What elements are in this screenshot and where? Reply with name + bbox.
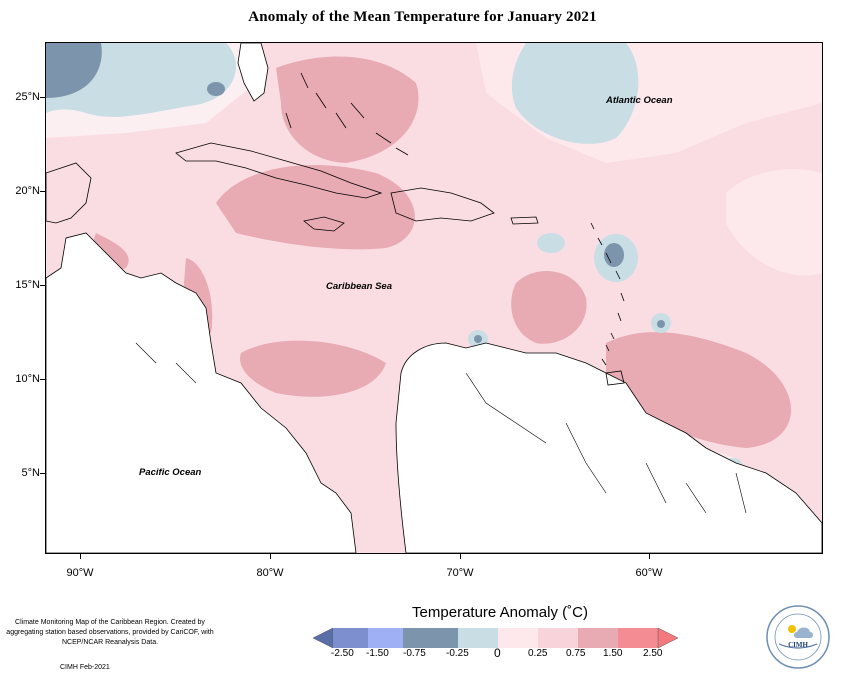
map-frame [45, 42, 823, 554]
lat-label-10n: 10°N [15, 373, 40, 385]
lat-label-25n: 25°N [15, 91, 40, 103]
warm-anomaly-east [606, 332, 791, 448]
cool-patch-aruba-dark [474, 335, 482, 343]
cool-anomaly-gulf-dark [46, 43, 102, 98]
lat-label-15n: 15°N [15, 279, 40, 291]
land-cuba [175, 142, 383, 199]
legend-tick-8: 1.50 [603, 648, 623, 659]
credit-text: Climate Monitoring Map of the Caribbean … [6, 619, 214, 646]
land-yucatan [46, 162, 92, 224]
legend-tick-4: -0.25 [446, 648, 469, 659]
legend-tick-5: 0 [494, 646, 501, 660]
credit-footer: CIMH Feb-2021 [60, 664, 110, 671]
lon-label-70w: 70°W [446, 567, 474, 579]
cool-anomaly-atlantic [511, 43, 639, 144]
land-hispaniola [390, 187, 495, 222]
lon-label-90w: 90°W [66, 567, 94, 579]
land-florida [237, 43, 269, 102]
legend-swatch-1 [333, 628, 368, 648]
land-bahamas [285, 72, 409, 156]
legend-swatch-5 [498, 628, 538, 648]
legend-swatch-8 [618, 628, 658, 648]
legend-tick-1: -2.50 [331, 648, 354, 659]
legend-arrow-low [313, 627, 334, 649]
land-puerto-rico [510, 216, 539, 225]
anomaly-map [46, 43, 822, 553]
legend-tick-9: 2.50 [643, 648, 663, 659]
border-lines [135, 342, 747, 514]
lat-label-20n: 20°N [15, 185, 40, 197]
legend-title: Temperature Anomaly (˚C) [412, 604, 588, 621]
legend-swatch-7 [578, 628, 618, 648]
warm-anomaly-central [511, 271, 587, 344]
lon-label-60w: 60°W [635, 567, 663, 579]
neutral-zone-east [726, 169, 822, 276]
legend-tick-7: 0.75 [566, 648, 586, 659]
legend-tick-2: -1.50 [366, 648, 389, 659]
cool-anomaly-spot [207, 82, 225, 96]
lat-label-5n: 5°N [21, 467, 40, 479]
legend-colorbar [313, 627, 679, 649]
logo-text: CIMH [788, 641, 808, 649]
legend-tick-3: -0.75 [403, 648, 426, 659]
land-central-america [46, 232, 357, 553]
label-pacific-ocean: Pacific Ocean [139, 467, 202, 478]
neutral-patch-1 [537, 233, 565, 253]
legend-swatch-6 [538, 628, 578, 648]
cool-patch-martinique-dark [604, 243, 624, 267]
lon-label-80w: 80°W [256, 567, 284, 579]
label-caribbean-sea: Caribbean Sea [326, 281, 392, 292]
land-trinidad [605, 370, 625, 386]
cimh-logo-icon: CIMH [766, 605, 830, 669]
land-south-america [395, 342, 822, 553]
label-atlantic-ocean: Atlantic Ocean [606, 95, 673, 106]
legend-tick-6: 0.25 [528, 648, 548, 659]
legend-swatch-2 [368, 628, 403, 648]
warm-anomaly-south [240, 340, 386, 397]
cool-patch-barbados-dark [657, 320, 665, 328]
land-jamaica [303, 216, 345, 232]
warm-anomaly-cuba [216, 164, 415, 250]
legend-arrow-high [657, 627, 679, 649]
legend-swatch-4 [458, 628, 498, 648]
warm-anomaly-bahamas [276, 56, 419, 163]
land-lesser-antilles [590, 222, 625, 366]
map-title: Anomaly of the Mean Temperature for Janu… [248, 9, 597, 25]
legend-swatch-3 [403, 628, 458, 648]
